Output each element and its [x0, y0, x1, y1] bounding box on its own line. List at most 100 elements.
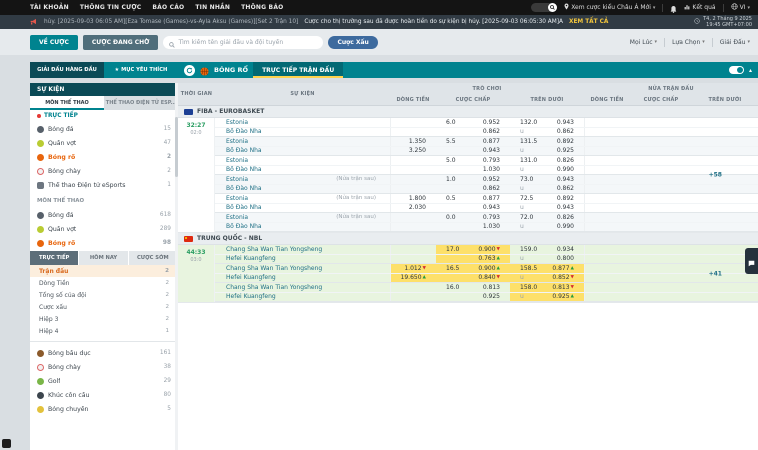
odds-cell[interactable]: u 0.990 — [510, 223, 584, 232]
odds-cell[interactable]: 0.925 — [436, 293, 510, 302]
sidebar-scrollbar[interactable] — [175, 83, 178, 450]
odds-cell[interactable]: 1.012 ▼ — [390, 264, 436, 273]
sidebar-item[interactable]: Bóng rổ 98 — [30, 236, 178, 250]
sidebar-item[interactable]: Quần vợt 47 — [30, 136, 178, 150]
odds-cell[interactable]: 0.943 — [436, 204, 510, 213]
sidebar-item[interactable]: Bóng bầu dục 161 — [30, 346, 178, 360]
odds-view-selector[interactable]: Xem cược kiểu Châu Á Mới ▾ — [564, 3, 655, 12]
notifications-bell[interactable] — [670, 0, 677, 17]
tab-sports[interactable]: MÔN THỂ THAO — [30, 96, 104, 110]
view-toggle[interactable] — [728, 66, 744, 74]
odds-cell[interactable]: 2.030 — [390, 203, 436, 212]
tab-esports[interactable]: THỂ THAO ĐIỆN TỬ ESP... — [104, 96, 178, 110]
odds-cell[interactable]: 159.0 0.934 — [510, 245, 584, 254]
tab-live-matches[interactable]: TRỰC TIẾP TRẬN ĐẤU — [253, 62, 344, 78]
topbar-item[interactable]: TÀI KHOẢN — [30, 4, 69, 11]
odds-cell[interactable]: 17.0 0.900 ▼ — [436, 245, 510, 254]
sidebar-item[interactable]: Bóng rổ 2 — [30, 150, 178, 164]
odds-cell[interactable]: 0.943 — [436, 147, 510, 156]
sidebar-item[interactable]: Bóng đá 15 — [30, 122, 178, 136]
market-filter-item[interactable]: Hiệp 4 1 — [30, 325, 178, 337]
line-value: u — [520, 166, 524, 174]
subtab-1[interactable]: TRỰC TIẾP — [30, 251, 80, 265]
chat-widget[interactable] — [2, 439, 11, 448]
market-filter-item[interactable]: Dòng Tiền 2 — [30, 277, 178, 289]
odds-cell[interactable]: 132.0 0.943 — [510, 118, 584, 127]
odds-cell[interactable]: u 0.990 — [510, 166, 584, 175]
league-header[interactable]: FIBA - EUROBASKET — [178, 106, 758, 118]
market-filter-item[interactable]: Tổng số của đội 2 — [30, 289, 178, 301]
results-link[interactable]: Kết quả — [684, 4, 716, 12]
my-bets-button[interactable]: VỀ CƯỢC — [30, 34, 78, 50]
odds-cell[interactable]: 6.0 0.952 — [436, 118, 510, 127]
sidebar-item[interactable]: Bóng chày 2 — [30, 164, 178, 178]
odds-cell[interactable]: 1.0 0.952 — [436, 175, 510, 184]
league-header[interactable]: TRUNG QUỐC - NBL — [178, 233, 758, 245]
refresh-button[interactable] — [184, 64, 195, 76]
subtab-3[interactable]: CƯỢC SỚM — [128, 251, 178, 265]
filter-dropdown[interactable]: Giải Đấu ▾ — [720, 39, 750, 46]
topbar-item[interactable]: TIN NHẮN — [195, 4, 231, 11]
odds-cell[interactable]: u 0.862 — [510, 185, 584, 194]
odds-cell[interactable]: 3.250 — [390, 146, 436, 155]
odds-cell[interactable]: 131.0 0.826 — [510, 156, 584, 165]
odds-cell[interactable]: 0.840 ▼ — [436, 273, 510, 282]
odds-cell[interactable]: u 0.925 — [510, 147, 584, 156]
language-selector[interactable]: VI ▾ — [731, 3, 750, 12]
odds-cell[interactable]: u 0.800 — [510, 255, 584, 264]
odds-cell[interactable]: 19.650 ▲ — [390, 273, 436, 282]
odds-cell[interactable]: 1.030 — [436, 223, 510, 232]
search-button[interactable] — [531, 3, 558, 12]
sidebar-item[interactable]: Khúc côn cầu 80 — [30, 388, 178, 402]
odds-cell[interactable]: 0.763 ▲ — [436, 254, 510, 263]
sidebar-item[interactable]: Bóng chày 38 — [30, 360, 178, 374]
sidebar-item[interactable]: Bóng đá 618 — [30, 208, 178, 222]
odds-cell[interactable]: 0.862 — [436, 185, 510, 194]
market-filter-item[interactable]: Trận đấu 2 — [30, 265, 178, 277]
filter-dropdown[interactable]: Mọi Lúc ▾ — [630, 39, 657, 46]
odds-cell[interactable]: 72.5 0.892 — [510, 194, 584, 203]
odds-cell[interactable]: 1.030 — [436, 166, 510, 175]
odds-cell[interactable]: 158.5 0.877 ▲ — [510, 264, 584, 273]
view-all-link[interactable]: XEM TẤT CẢ — [569, 19, 609, 25]
sidebar-item[interactable]: Quần vợt 289 — [30, 222, 178, 236]
topbar-item[interactable]: BÁO CÁO — [152, 4, 185, 11]
parlay-button[interactable]: Cược Xấu — [328, 35, 378, 49]
odds-cell[interactable]: 0.5 0.877 — [436, 194, 510, 203]
topbar-item[interactable]: THÔNG TIN CƯỢC — [79, 4, 142, 11]
feedback-tab[interactable] — [745, 248, 758, 274]
odds-cell[interactable]: u 0.862 — [510, 128, 584, 137]
odds-cell[interactable]: 131.5 0.892 — [510, 137, 584, 146]
odds-cell[interactable]: 0.862 — [436, 128, 510, 137]
odds-cell[interactable]: 0.0 0.793 — [436, 213, 510, 222]
favorites-button[interactable]: ★ MỤC YÊU THÍCH — [104, 62, 178, 78]
search-box[interactable] — [163, 35, 324, 49]
odds-cell[interactable]: 5.5 0.877 — [436, 137, 510, 146]
odds-cell[interactable]: 158.0 0.813 ▼ — [510, 283, 584, 292]
odds-cell[interactable]: 16.0 0.813 — [436, 283, 510, 292]
odds-cell[interactable]: u 0.943 — [510, 204, 584, 213]
sidebar-item[interactable]: Golf 29 — [30, 374, 178, 388]
search-input[interactable] — [178, 38, 318, 46]
sidebar-item[interactable]: Bóng chuyền 5 — [30, 402, 178, 416]
more-markets-link[interactable]: +58 — [708, 171, 722, 179]
top-leagues-button[interactable]: GIẢI ĐẤU HÀNG ĐẦU — [30, 62, 104, 78]
odds-cell[interactable]: 1.800 — [390, 194, 436, 203]
filter-dropdown[interactable]: Lựa Chọn ▾ — [672, 39, 705, 46]
sidebar-item[interactable]: Thể thao Điện tử eSports 1 — [30, 178, 178, 192]
pending-bets-button[interactable]: CƯỢC ĐANG CHỜ — [82, 34, 159, 50]
subtab-2[interactable]: HÔM NAY — [79, 251, 129, 265]
more-markets-link[interactable]: +41 — [708, 270, 722, 277]
odds-cell[interactable]: u 0.852 ▼ — [510, 273, 584, 282]
topbar-item[interactable]: THÔNG BÁO — [241, 4, 284, 11]
odds-cell[interactable]: u 0.925 ▲ — [510, 292, 584, 301]
scrollbar-thumb[interactable] — [175, 117, 178, 177]
market-filter-item[interactable]: Cược xấu 2 — [30, 301, 178, 313]
odds-cell[interactable]: 1.350 — [390, 137, 436, 146]
odds-cell[interactable]: 72.0 0.826 — [510, 213, 584, 222]
market-filter-item[interactable]: Hiệp 3 2 — [30, 313, 178, 325]
odds-cell[interactable]: 16.5 0.900 ▲ — [436, 264, 510, 273]
odds-cell[interactable]: 73.0 0.943 — [510, 175, 584, 184]
odds-cell[interactable]: 5.0 0.793 — [436, 156, 510, 165]
chevron-up-icon[interactable]: ▴ — [748, 66, 752, 74]
